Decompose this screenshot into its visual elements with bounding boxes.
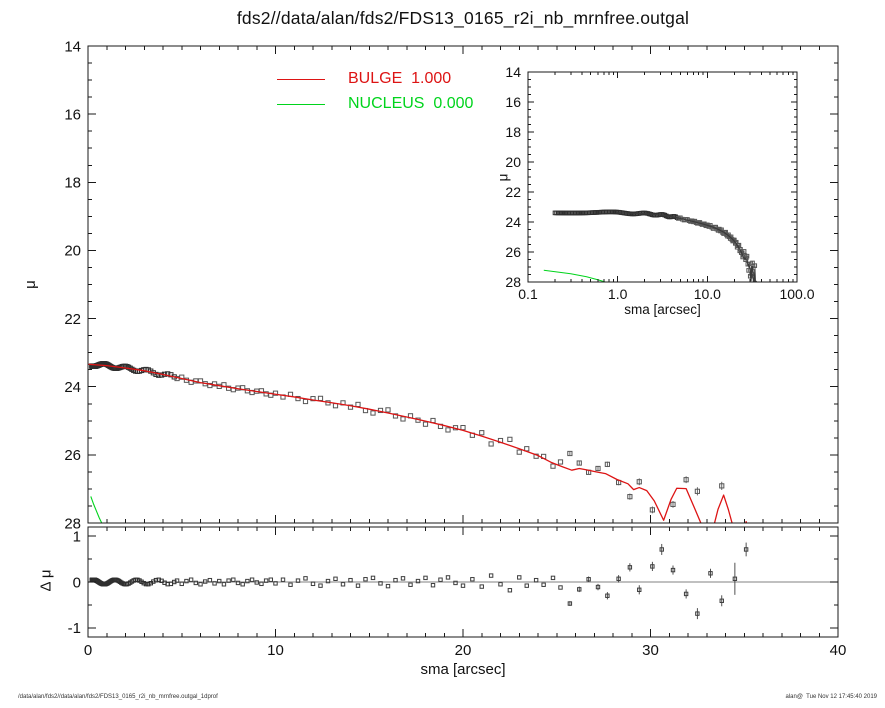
residual-plot-axes [87,526,839,638]
svg-text:14: 14 [505,64,521,80]
svg-text:1.0: 1.0 [608,286,628,302]
svg-text:24: 24 [505,214,521,230]
svg-text:40: 40 [830,642,847,659]
legend-bulge-line-sample [277,79,325,80]
svg-text:18: 18 [505,124,521,140]
legend-nucleus-label: NUCLEUS 0.000 [348,95,474,112]
main-plot-data [88,361,748,523]
svg-text:0: 0 [73,574,81,591]
svg-text:28: 28 [505,274,521,290]
svg-text:20: 20 [505,154,521,170]
residual-plot-data [88,542,838,620]
inset-plot-tick-labels: 14 16 18 20 22 24 26 280.1 1.0 10.0 100.0 [505,64,814,302]
svg-text:16: 16 [505,94,521,110]
x-axis-label: sma [arcsec] [420,661,506,678]
svg-text:24: 24 [64,379,81,396]
svg-text:26: 26 [64,447,81,464]
inset-x-axis-label: sma [arcsec] [624,302,701,317]
svg-text:10: 10 [267,642,284,659]
legend-nucleus-line-sample [277,104,325,105]
svg-text:0: 0 [84,642,92,659]
inset-plot-axes [527,71,798,283]
main-plot-axes [87,45,839,524]
footer-file-path: /data/alan/fds2//data/alan/fds2/FDS13_01… [18,694,218,700]
svg-text:20: 20 [455,642,472,659]
svg-text:28: 28 [64,515,81,532]
svg-text:18: 18 [64,175,81,192]
inset-y-axis-label: μ [495,173,511,182]
residual-plot-tick-labels: 10-10 10 20 30 40 [68,528,847,659]
inset-plot-data [543,209,758,282]
svg-text:26: 26 [505,244,521,260]
svg-text:30: 30 [642,642,659,659]
plot-title: fds2//data/alan/fds2/FDS13_0165_r2i_nb_m… [236,8,690,28]
svg-text:20: 20 [64,243,81,260]
svg-text:14: 14 [64,38,81,55]
svg-text:-1: -1 [68,620,81,637]
svg-text:16: 16 [64,106,81,123]
svg-text:100.0: 100.0 [779,286,814,302]
legend-bulge-label: BULGE 1.000 [348,70,452,87]
svg-text:10.0: 10.0 [694,286,721,302]
svg-text:1: 1 [73,528,81,545]
residual-y-axis-label: Δ μ [37,569,55,592]
svg-text:0.1: 0.1 [518,286,538,302]
footer-user-timestamp: alan@ Tue Nov 12 17:45:40 2019 [785,694,878,700]
main-y-axis-label: μ [21,280,39,289]
main-plot-tick-labels: 14 16 18 20 22 24 26 28 [64,38,81,532]
svg-text:22: 22 [64,311,81,328]
svg-text:22: 22 [505,184,521,200]
